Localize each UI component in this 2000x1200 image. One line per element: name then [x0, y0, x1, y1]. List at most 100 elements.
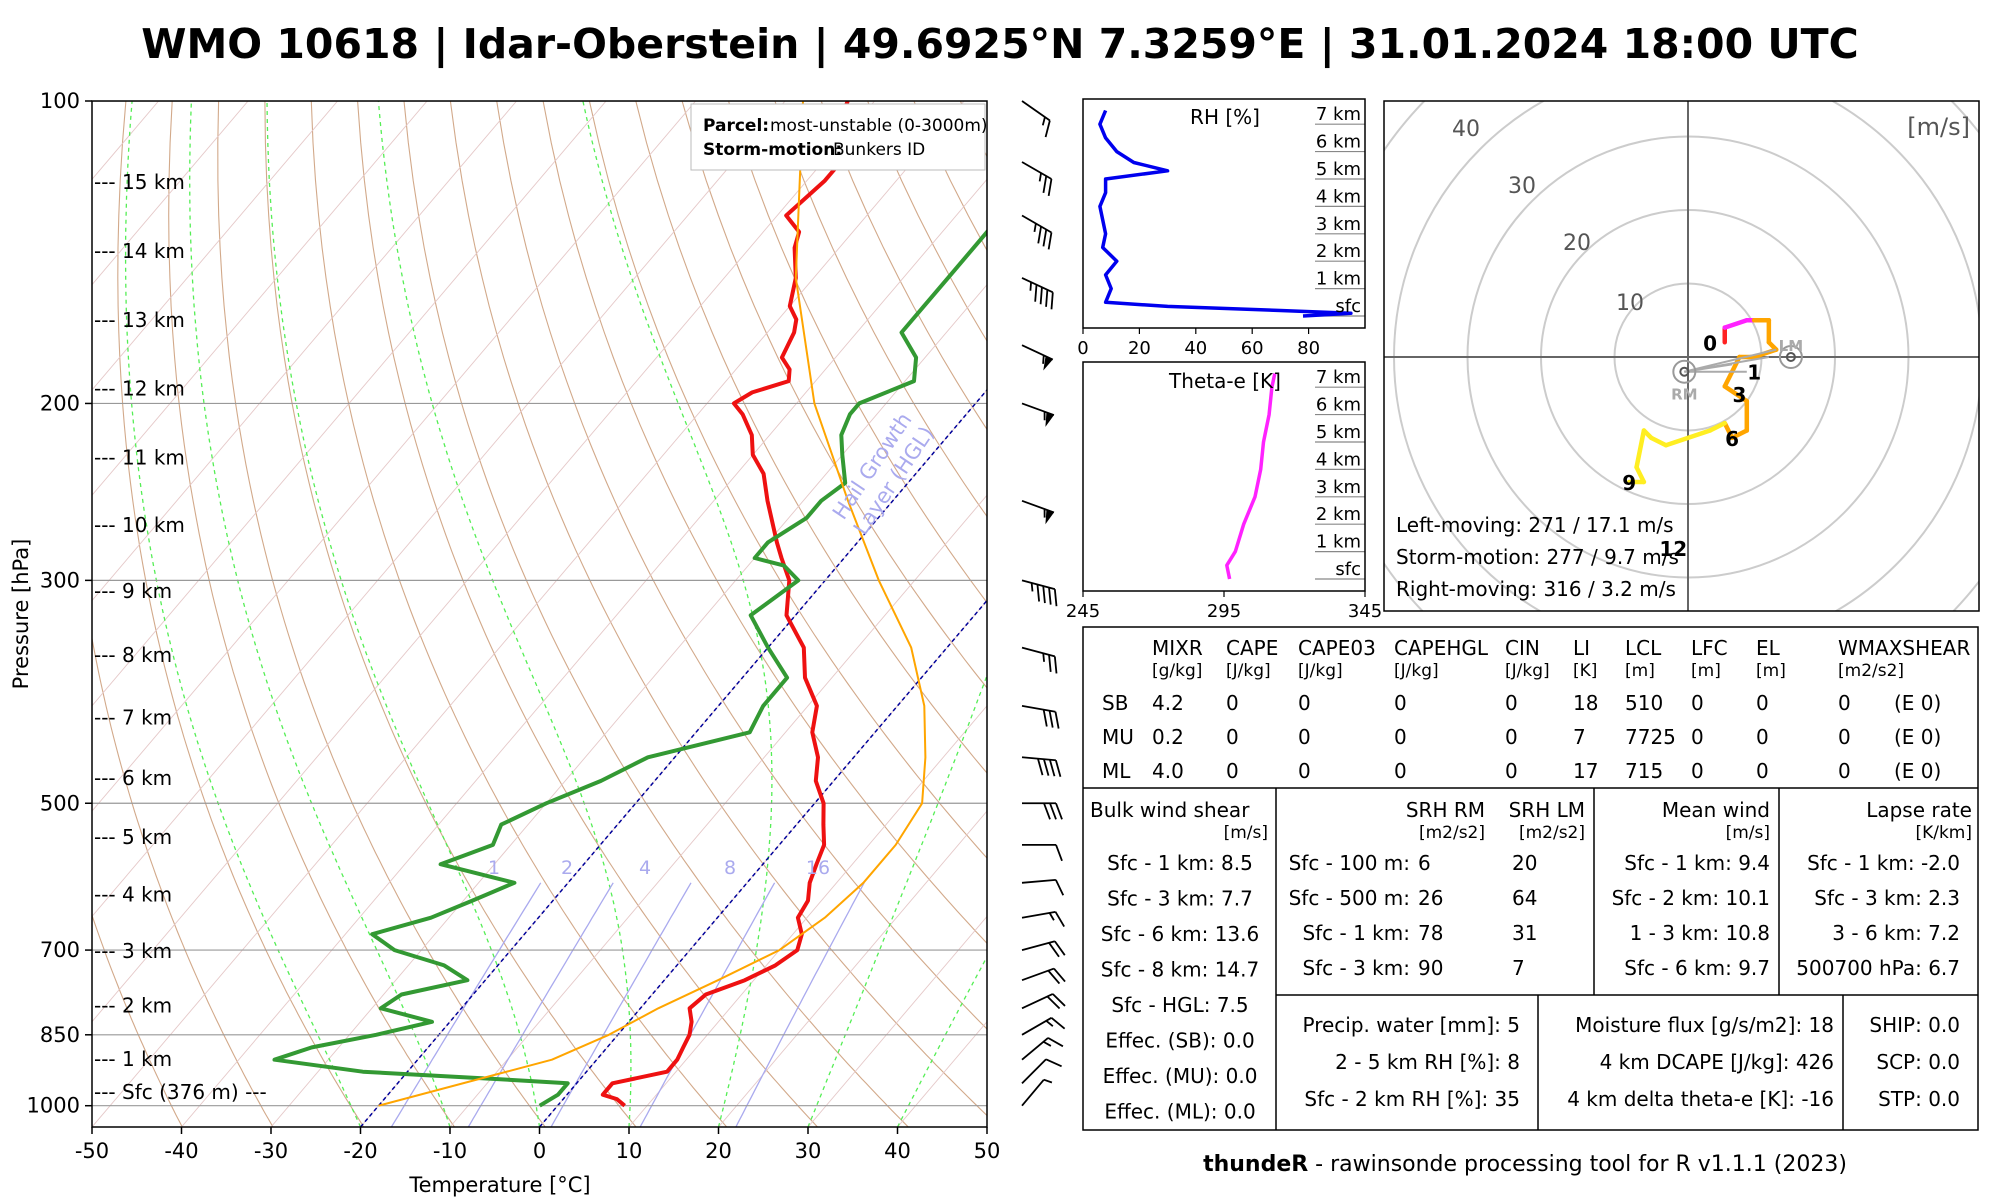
thermo-table: MIXR[g/kg]CAPE[J/kg]CAPE03[J/kg]CAPEHGL[…: [1102, 636, 1970, 783]
table1-unit: [J/kg]: [1226, 661, 1271, 681]
barb-full: [1049, 759, 1056, 777]
mean-wind-row: Sfc - 2 km: 10.1: [1612, 886, 1770, 910]
dewpoint-line: [272, 228, 987, 1108]
barb-half: [1048, 912, 1055, 921]
table1-header: CIN: [1505, 636, 1540, 660]
table1-cell: 0: [1505, 691, 1518, 715]
table1-unit: [J/kg]: [1505, 661, 1550, 681]
height-label: --- 15 km: [94, 170, 185, 194]
table1-unit: [J/kg]: [1394, 661, 1439, 681]
storm-motion-label: LM: [1779, 337, 1804, 355]
wind-barb: [1021, 277, 1054, 310]
hodograph-segment: [1722, 384, 1750, 404]
barb-full: [1046, 995, 1061, 1010]
barb-full: [1037, 758, 1044, 776]
wind-barb: [1021, 499, 1055, 525]
temp-tick-label: -40: [164, 1139, 198, 1163]
barb-full: [1054, 940, 1066, 956]
barb-full: [1052, 993, 1066, 1007]
barb-full: [1042, 585, 1046, 604]
table1-cell: 7: [1573, 725, 1586, 749]
wind-barb: [1021, 705, 1060, 729]
parcel-legend: Parcel: most-unstable (0-3000m) Storm-mo…: [690, 103, 988, 171]
table1-header: CAPE: [1226, 636, 1278, 660]
barb-half: [1043, 411, 1046, 421]
mixing-ratio-line: [735, 882, 865, 1127]
moisture-mid-row: Moisture flux [g/s/m2]: 18: [1575, 1013, 1834, 1037]
theta-e-series: [1225, 373, 1277, 580]
dry-adiabat: [217, 101, 546, 1127]
parcel-label: Parcel:: [703, 116, 769, 136]
dry-adiabat: [403, 101, 909, 1127]
hodograph-segment: [1722, 318, 1750, 330]
mean-wind-title: Mean wind: [1662, 798, 1770, 822]
moist-adiabat: [124, 101, 362, 1127]
table1-cell: (E 0): [1894, 691, 1941, 715]
temp-tick-label: -30: [254, 1139, 288, 1163]
barb-full: [1047, 970, 1061, 985]
lapse-rate-row: Sfc - 1 km: -2.0: [1807, 851, 1960, 875]
table1-unit: [g/kg]: [1152, 661, 1202, 681]
height-tick-label: 6 km: [1316, 395, 1361, 416]
table1-cell: (E 0): [1894, 759, 1941, 783]
height-marker-12: 12: [1659, 537, 1687, 561]
bulk-shear-row: Sfc - 8 km: 14.7: [1101, 958, 1259, 982]
dry-adiabat: [774, 101, 987, 518]
mixing-ratio-line: [390, 882, 542, 1127]
table1-cell: 0: [1298, 725, 1311, 749]
barb-half: [1042, 653, 1045, 662]
wind-barb: [1021, 214, 1053, 250]
barb-full: [1054, 911, 1065, 928]
srh-row-label: Sfc - 3 km:: [1302, 956, 1410, 980]
wind-barb: [1021, 910, 1065, 928]
table1-cell: 0: [1691, 759, 1704, 783]
wind-barb: [1021, 1017, 1066, 1036]
parcel-legend-box: [690, 103, 986, 171]
moist-adiabat: [807, 673, 987, 1127]
theta-e-panel-title: Theta-e [K]: [1168, 369, 1281, 393]
table1-cell: 0: [1691, 725, 1704, 749]
mixing-ratio-line: [550, 882, 692, 1127]
x-tick-label: 60: [1241, 338, 1264, 359]
wind-barb: [1021, 756, 1062, 777]
skewt-height-labels: --- 15 km --- 14 km --- 13 km --- 12 km --- …: [94, 170, 267, 1104]
height-marker-6: 6: [1725, 427, 1739, 451]
barb-full: [1053, 656, 1058, 674]
barb-full: [1055, 760, 1062, 777]
rh-panel-frame: [1082, 98, 1366, 329]
hodograph-segment: [1634, 428, 1647, 470]
x-tick-label: 20: [1128, 338, 1151, 359]
table1-unit: [K]: [1573, 661, 1597, 681]
srh-lm-unit: [m2/s2]: [1519, 823, 1585, 843]
barb-full: [1047, 178, 1053, 196]
wind-barb: [1021, 878, 1065, 896]
table1-cell: 0: [1838, 759, 1851, 783]
barb-full: [1055, 879, 1065, 896]
pressure-tick-label: 300: [40, 568, 80, 592]
barb-full: [1043, 802, 1051, 820]
height-marker-9: 9: [1622, 471, 1636, 495]
ring-label-20: 20: [1563, 231, 1591, 256]
barb-full: [1050, 1017, 1066, 1030]
barb-full: [1048, 942, 1060, 958]
table1-unit: [m]: [1691, 661, 1721, 681]
pressure-tick-label: 1000: [27, 1094, 80, 1118]
height-tick-label: sfc: [1335, 296, 1361, 317]
srh-lm-value: 64: [1512, 886, 1537, 910]
isotherm: [92, 101, 249, 286]
composite-index-row: SHIP: 0.0: [1869, 1013, 1960, 1037]
table1-header: CAPE03: [1298, 636, 1376, 660]
barb-half: [1045, 1020, 1054, 1027]
bulk-shear-unit: [m/s]: [1224, 823, 1268, 843]
wind-barb: [1021, 1078, 1053, 1107]
barb-full: [1054, 711, 1060, 729]
temp-tick-label: -50: [75, 1139, 109, 1163]
barb-full: [1044, 120, 1051, 138]
hodograph-segment: [1729, 428, 1750, 441]
barb-pennant: [1043, 356, 1053, 371]
barb-staff: [1021, 1079, 1045, 1107]
wind-barb: [1021, 161, 1053, 196]
height-label: --- 13 km: [94, 308, 185, 332]
temp-tick-label: 50: [974, 1139, 1001, 1163]
height-tick-label: sfc: [1335, 559, 1361, 580]
